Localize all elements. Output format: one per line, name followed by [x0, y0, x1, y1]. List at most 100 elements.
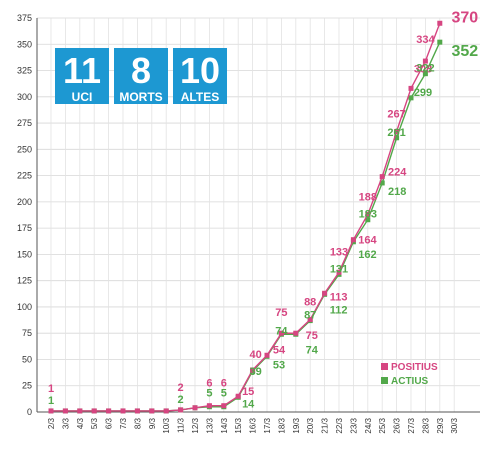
x-tick-label: 7/3 — [119, 417, 128, 429]
data-point-actius — [379, 180, 385, 186]
data-label-positius: 370 — [451, 9, 478, 26]
data-point-positius — [250, 367, 256, 373]
data-label-actius: 74 — [306, 344, 319, 356]
data-label-positius: 40 — [249, 349, 261, 361]
data-label-positius: 75 — [306, 330, 318, 342]
legend-label-positius: POSITIUS — [391, 362, 438, 373]
data-label-actius: 53 — [273, 359, 285, 371]
data-label-actius: 5 — [206, 388, 212, 400]
data-label-positius: 6 — [221, 378, 227, 390]
x-tick-label: 8/3 — [133, 417, 142, 429]
morts-count: 8 — [130, 50, 152, 91]
x-tick-label: 30/3 — [450, 417, 459, 433]
legend-item-positius: POSITIUS — [381, 362, 438, 373]
data-point-positius — [62, 408, 68, 414]
data-label-actius: 39 — [249, 366, 261, 378]
x-tick-label: 25/3 — [378, 417, 387, 433]
y-tick-label: 150 — [17, 249, 32, 259]
data-label-actius: 162 — [358, 249, 376, 261]
data-point-actius — [437, 39, 443, 45]
uci-stat-box: 11 UCI — [55, 48, 109, 104]
data-label-positius: 88 — [304, 297, 316, 309]
x-tick-label: 20/3 — [306, 417, 315, 433]
y-tick-label: 375 — [17, 13, 32, 23]
data-label-actius: 131 — [330, 263, 348, 275]
data-label-positius: 15 — [242, 386, 254, 398]
x-tick-label: 29/3 — [436, 417, 445, 433]
data-point-positius — [120, 408, 126, 414]
data-point-actius — [408, 95, 414, 101]
x-tick-label: 16/3 — [249, 417, 258, 433]
series-line-positius — [51, 23, 441, 412]
legend-item-actius: ACTIUS — [381, 376, 428, 387]
x-tick-label: 10/3 — [162, 417, 171, 433]
data-point-positius — [408, 85, 414, 91]
data-point-actius — [394, 135, 400, 141]
x-tick-label: 17/3 — [263, 417, 272, 433]
x-tick-label: 6/3 — [105, 417, 114, 429]
data-label-actius: 322 — [416, 63, 434, 75]
data-point-positius — [264, 352, 270, 358]
y-tick-label: 125 — [17, 276, 32, 286]
x-tick-label: 26/3 — [393, 417, 402, 433]
data-point-positius — [437, 20, 443, 26]
legend-label-actius: ACTIUS — [391, 376, 429, 387]
data-label-actius: 1 — [48, 395, 54, 407]
data-label-positius: 1 — [48, 383, 54, 395]
morts-label: MORTS — [119, 90, 163, 104]
data-point-positius — [206, 403, 212, 409]
data-label-actius: 5 — [221, 388, 227, 400]
data-label-actius: 2 — [178, 394, 184, 406]
y-tick-label: 175 — [17, 223, 32, 233]
data-point-positius — [322, 290, 328, 296]
data-point-positius — [336, 269, 342, 275]
y-tick-label: 0 — [27, 407, 32, 417]
x-tick-label: 13/3 — [205, 417, 214, 433]
data-point-positius — [235, 393, 241, 399]
y-tick-label: 50 — [22, 354, 32, 364]
data-label-positius: 188 — [359, 191, 377, 203]
series-line-actius — [51, 41, 441, 412]
data-label-positius: 334 — [416, 34, 435, 46]
x-tick-label: 28/3 — [421, 417, 430, 433]
y-tick-label: 350 — [17, 39, 32, 49]
altes-count: 10 — [179, 50, 221, 91]
legend-swatch-actius — [381, 377, 388, 384]
data-label-positius: 6 — [206, 378, 212, 390]
y-tick-label: 300 — [17, 92, 32, 102]
uci-count: 11 — [62, 50, 102, 91]
x-tick-label: 22/3 — [335, 417, 344, 433]
y-tick-label: 325 — [17, 66, 32, 76]
data-label-actius: 14 — [242, 398, 255, 410]
y-tick-label: 225 — [17, 171, 32, 181]
data-label-positius: 133 — [330, 246, 348, 258]
data-point-positius — [422, 58, 428, 64]
data-point-positius — [48, 408, 54, 414]
data-label-actius: 87 — [304, 310, 316, 322]
x-tick-label: 4/3 — [76, 417, 85, 429]
altes-label: ALTES — [180, 90, 220, 104]
data-point-positius — [365, 211, 371, 217]
data-label-actius: 183 — [359, 209, 377, 221]
morts-stat-box: 8 MORTS — [114, 48, 168, 104]
x-tick-label: 27/3 — [407, 417, 416, 433]
data-point-actius — [422, 71, 428, 77]
data-point-positius — [91, 408, 97, 414]
data-point-positius — [221, 403, 227, 409]
x-tick-label: 23/3 — [349, 417, 358, 433]
data-label-positius: 224 — [388, 167, 407, 179]
y-tick-label: 200 — [17, 197, 32, 207]
data-label-positius: 75 — [275, 307, 287, 319]
data-point-positius — [178, 407, 184, 413]
x-tick-label: 9/3 — [148, 417, 157, 429]
x-tick-label: 11/3 — [177, 417, 186, 433]
y-tick-label: 75 — [22, 328, 32, 338]
x-tick-label: 15/3 — [234, 417, 243, 433]
data-point-positius — [350, 237, 356, 243]
y-tick-label: 100 — [17, 302, 32, 312]
data-label-actius: 112 — [330, 304, 348, 316]
y-tick-label: 275 — [17, 118, 32, 128]
data-point-positius — [307, 317, 313, 323]
data-point-positius — [293, 330, 299, 336]
data-point-positius — [192, 405, 198, 411]
